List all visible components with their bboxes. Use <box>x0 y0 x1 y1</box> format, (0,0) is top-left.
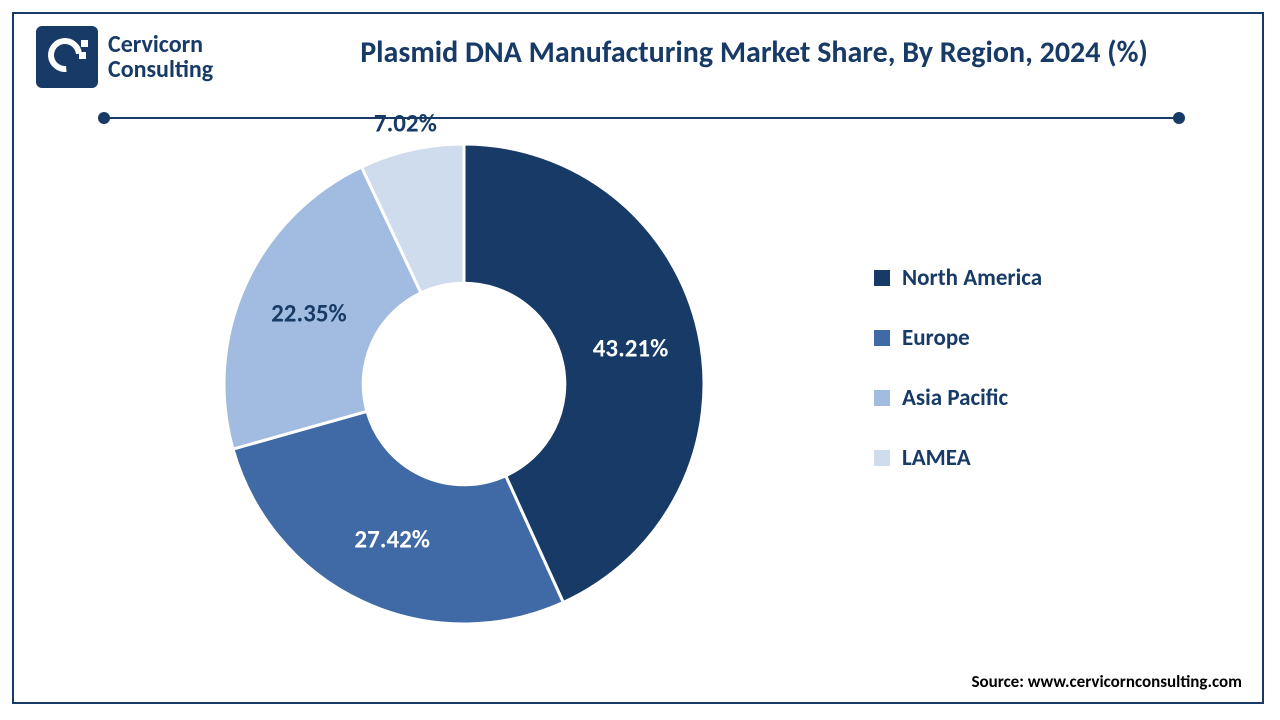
legend-label: North America <box>902 264 1042 292</box>
source-text: www.cervicornconsulting.com <box>1028 671 1242 692</box>
legend-swatch <box>874 450 890 466</box>
legend-item: Asia Pacific <box>874 384 1042 412</box>
source-prefix: Source: <box>971 671 1027 692</box>
legend-item: North America <box>874 264 1042 292</box>
brand-logo-text: Cervicorn Consulting <box>108 32 213 82</box>
outer-frame: Cervicorn Consulting Plasmid DNA Manufac… <box>12 12 1264 704</box>
donut-chart: 43.21%27.42%22.35%7.02% <box>224 144 704 624</box>
divider-line <box>104 117 1179 119</box>
legend-swatch <box>874 330 890 346</box>
legend: North America Europe Asia Pacific LAMEA <box>874 264 1042 504</box>
brand-logo-mark <box>36 26 98 88</box>
legend-item: LAMEA <box>874 444 1042 472</box>
legend-label: Europe <box>902 324 970 352</box>
slice-label: 43.21% <box>593 332 669 363</box>
slice-label: 27.42% <box>354 523 430 554</box>
slice-label: 22.35% <box>271 298 347 329</box>
legend-swatch <box>874 390 890 406</box>
donut-svg <box>224 144 704 624</box>
title-divider <box>104 112 1179 124</box>
legend-label: LAMEA <box>902 444 971 472</box>
legend-swatch <box>874 270 890 286</box>
source-attribution: Source: www.cervicornconsulting.com <box>971 671 1242 692</box>
legend-item: Europe <box>874 324 1042 352</box>
divider-dot-right <box>1173 112 1185 124</box>
chart-title: Plasmid DNA Manufacturing Market Share, … <box>274 34 1234 71</box>
brand-logo: Cervicorn Consulting <box>36 26 213 88</box>
brand-name-line2: Consulting <box>108 55 213 84</box>
legend-label: Asia Pacific <box>902 384 1008 412</box>
divider-dot-left <box>98 112 110 124</box>
slice-label: 7.02% <box>374 107 437 138</box>
donut-slice <box>233 411 563 624</box>
